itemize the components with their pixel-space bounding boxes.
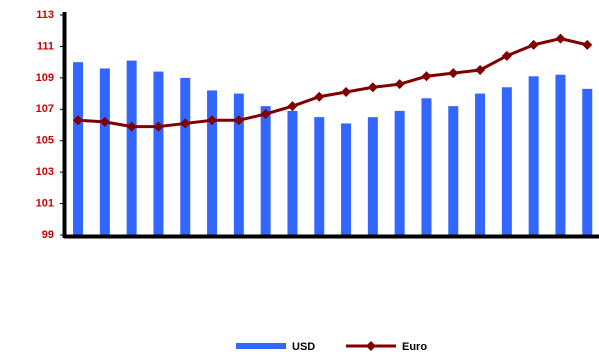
marker xyxy=(180,118,191,129)
marker xyxy=(555,33,566,44)
marker xyxy=(287,101,298,112)
bar xyxy=(528,76,539,236)
marker xyxy=(582,39,593,50)
bar xyxy=(207,90,218,235)
legend-label: Euro xyxy=(402,341,427,353)
y-tick-label: 109 xyxy=(36,72,54,84)
bar xyxy=(233,93,244,235)
bar xyxy=(475,93,486,235)
bar xyxy=(260,106,271,236)
marker xyxy=(421,71,432,82)
bar xyxy=(153,71,164,235)
bar xyxy=(501,87,512,236)
bar xyxy=(314,117,325,235)
legend-marker xyxy=(366,341,376,351)
legend-label: USD xyxy=(292,341,315,353)
bar xyxy=(180,77,191,235)
marker xyxy=(475,65,486,75)
y-tick-label: 113 xyxy=(36,9,54,21)
marker xyxy=(367,82,378,93)
y-tick-label: 101 xyxy=(36,197,54,209)
marker xyxy=(207,115,218,126)
marker xyxy=(528,39,539,50)
marker xyxy=(233,115,244,126)
marker xyxy=(314,91,325,102)
marker xyxy=(448,68,459,79)
marker xyxy=(341,87,352,97)
bar xyxy=(367,117,378,235)
y-tick-label: 107 xyxy=(36,103,54,115)
marker xyxy=(99,116,110,127)
bar xyxy=(448,106,459,236)
marker xyxy=(153,121,164,132)
bar xyxy=(99,68,110,235)
y-tick-label: 99 xyxy=(42,229,54,241)
bar xyxy=(287,110,298,235)
y-tick-label: 105 xyxy=(36,135,54,147)
bar xyxy=(394,110,405,235)
bar xyxy=(126,60,137,236)
marker xyxy=(501,50,512,61)
bar xyxy=(73,62,84,236)
marker xyxy=(73,115,84,126)
marker xyxy=(394,79,405,90)
bar xyxy=(582,88,593,235)
y-tick-label: 111 xyxy=(37,40,54,52)
bar xyxy=(341,123,352,235)
marker xyxy=(126,121,137,132)
marker xyxy=(260,109,271,119)
bar xyxy=(555,74,566,235)
bar xyxy=(421,98,432,236)
legend-swatch xyxy=(236,343,286,349)
y-tick-label: 103 xyxy=(36,166,54,178)
